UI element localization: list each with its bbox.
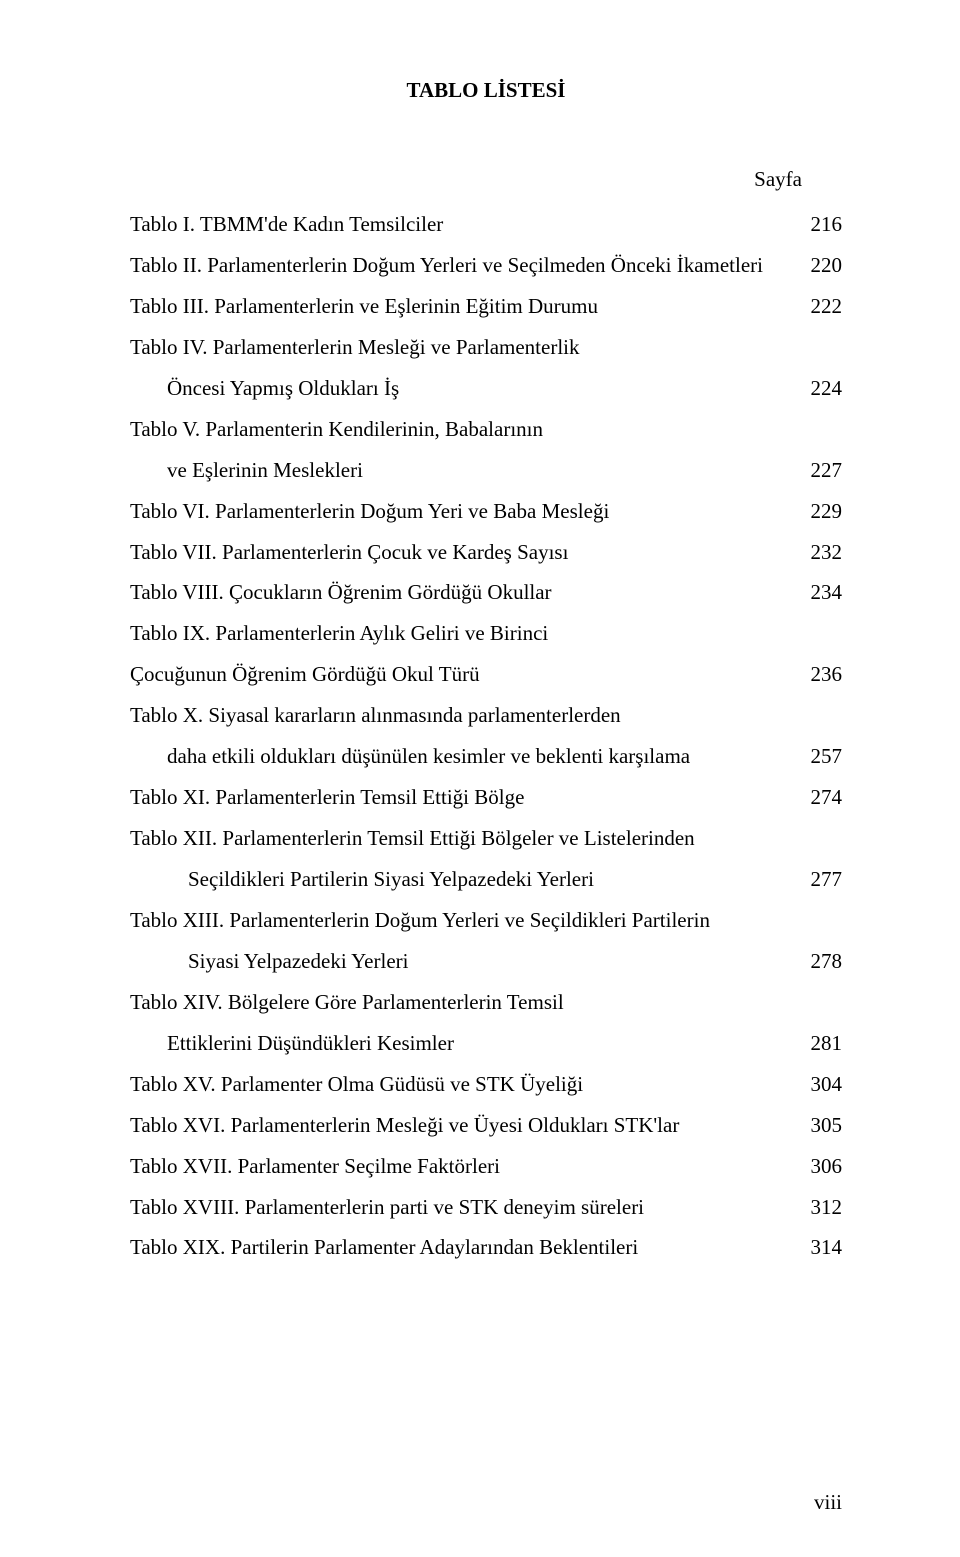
document-page: TABLO LİSTESİ Sayfa Tablo I. TBMM'de Kad… <box>0 0 960 1268</box>
entry-page-number: 277 <box>790 859 842 900</box>
list-item: Tablo VI. Parlamenterlerin Doğum Yeri ve… <box>130 491 842 532</box>
list-item: Tablo V. Parlamenterin Kendilerinin, Bab… <box>130 409 842 450</box>
list-item: Tablo XIV. Bölgelere Göre Parlamenterler… <box>130 982 842 1023</box>
list-item: Çocuğunun Öğrenim Gördüğü Okul Türü236 <box>130 654 842 695</box>
entry-label: Tablo XVIII. Parlamenterlerin parti ve S… <box>130 1187 790 1228</box>
entry-page-number: 229 <box>790 491 842 532</box>
entry-label: Tablo VII. Parlamenterlerin Çocuk ve Kar… <box>130 532 790 573</box>
list-item: Tablo XIII. Parlamenterlerin Doğum Yerle… <box>130 900 842 941</box>
entry-label: Tablo II. Parlamenterlerin Doğum Yerleri… <box>130 245 790 286</box>
list-item: Seçildikleri Partilerin Siyasi Yelpazede… <box>130 859 842 900</box>
entry-label: Tablo IV. Parlamenterlerin Mesleği ve Pa… <box>130 327 790 368</box>
entry-label: daha etkili oldukları düşünülen kesimler… <box>130 736 790 777</box>
page-title: TABLO LİSTESİ <box>130 78 842 103</box>
entry-page-number: 304 <box>790 1064 842 1105</box>
entry-label: Tablo XI. Parlamenterlerin Temsil Ettiği… <box>130 777 790 818</box>
list-item: Tablo XVIII. Parlamenterlerin parti ve S… <box>130 1187 842 1228</box>
entry-label: Tablo XIV. Bölgelere Göre Parlamenterler… <box>130 982 790 1023</box>
entry-label: Tablo XIII. Parlamenterlerin Doğum Yerle… <box>130 900 790 941</box>
list-item: Tablo VIII. Çocukların Öğrenim Gördüğü O… <box>130 572 842 613</box>
list-item: Tablo X. Siyasal kararların alınmasında … <box>130 695 842 736</box>
entry-label: Tablo VIII. Çocukların Öğrenim Gördüğü O… <box>130 572 790 613</box>
list-item: Tablo XVII. Parlamenter Seçilme Faktörle… <box>130 1146 842 1187</box>
list-item: Tablo XI. Parlamenterlerin Temsil Ettiği… <box>130 777 842 818</box>
list-item: Tablo IX. Parlamenterlerin Aylık Geliri … <box>130 613 842 654</box>
entry-label: Tablo XV. Parlamenter Olma Güdüsü ve STK… <box>130 1064 790 1105</box>
entry-label: Ettiklerini Düşündükleri Kesimler <box>130 1023 790 1064</box>
list-item: Öncesi Yapmış Oldukları İş224 <box>130 368 842 409</box>
list-item: Tablo IV. Parlamenterlerin Mesleği ve Pa… <box>130 327 842 368</box>
entry-label: Çocuğunun Öğrenim Gördüğü Okul Türü <box>130 654 790 695</box>
entry-label: Tablo IX. Parlamenterlerin Aylık Geliri … <box>130 613 790 654</box>
entry-page-number: 281 <box>790 1023 842 1064</box>
list-item: Tablo XVI. Parlamenterlerin Mesleği ve Ü… <box>130 1105 842 1146</box>
entry-page-number: 220 <box>790 245 842 286</box>
entry-page-number: 306 <box>790 1146 842 1187</box>
entry-label: Tablo III. Parlamenterlerin ve Eşlerinin… <box>130 286 790 327</box>
entry-page-number: 216 <box>790 204 842 245</box>
entry-label: Tablo VI. Parlamenterlerin Doğum Yeri ve… <box>130 491 790 532</box>
entry-page-number: 236 <box>790 654 842 695</box>
entry-label: Seçildikleri Partilerin Siyasi Yelpazede… <box>130 859 790 900</box>
list-item: Tablo II. Parlamenterlerin Doğum Yerleri… <box>130 245 842 286</box>
entry-page-number: 232 <box>790 532 842 573</box>
list-item: Tablo XV. Parlamenter Olma Güdüsü ve STK… <box>130 1064 842 1105</box>
entry-label: Öncesi Yapmış Oldukları İş <box>130 368 790 409</box>
entry-page-number: 257 <box>790 736 842 777</box>
entry-label: Tablo XVII. Parlamenter Seçilme Faktörle… <box>130 1146 790 1187</box>
entry-page-number: 222 <box>790 286 842 327</box>
list-item: Tablo I. TBMM'de Kadın Temsilciler216 <box>130 204 842 245</box>
list-item: Ettiklerini Düşündükleri Kesimler281 <box>130 1023 842 1064</box>
list-item: daha etkili oldukları düşünülen kesimler… <box>130 736 842 777</box>
entry-page-number: 312 <box>790 1187 842 1228</box>
entry-label: Tablo XIX. Partilerin Parlamenter Adayla… <box>130 1227 790 1268</box>
entry-label: Tablo X. Siyasal kararların alınmasında … <box>130 695 790 736</box>
list-item: Siyasi Yelpazedeki Yerleri278 <box>130 941 842 982</box>
entry-label: Tablo V. Parlamenterin Kendilerinin, Bab… <box>130 409 790 450</box>
entry-page-number: 274 <box>790 777 842 818</box>
entry-label: Tablo I. TBMM'de Kadın Temsilciler <box>130 204 790 245</box>
entry-page-number: 234 <box>790 572 842 613</box>
entry-page-number: 224 <box>790 368 842 409</box>
entry-page-number: 314 <box>790 1227 842 1268</box>
list-item: ve Eşlerinin Meslekleri227 <box>130 450 842 491</box>
entry-page-number: 227 <box>790 450 842 491</box>
list-item: Tablo III. Parlamenterlerin ve Eşlerinin… <box>130 286 842 327</box>
entry-label: Siyasi Yelpazedeki Yerleri <box>130 941 790 982</box>
entry-label: ve Eşlerinin Meslekleri <box>130 450 790 491</box>
entry-page-number: 278 <box>790 941 842 982</box>
list-item: Tablo VII. Parlamenterlerin Çocuk ve Kar… <box>130 532 842 573</box>
entry-label: Tablo XII. Parlamenterlerin Temsil Ettiğ… <box>130 818 790 859</box>
page-number: viii <box>814 1490 842 1515</box>
table-of-tables-list: Tablo I. TBMM'de Kadın Temsilciler216Tab… <box>130 204 842 1268</box>
list-item: Tablo XII. Parlamenterlerin Temsil Ettiğ… <box>130 818 842 859</box>
entry-label: Tablo XVI. Parlamenterlerin Mesleği ve Ü… <box>130 1105 790 1146</box>
entry-page-number: 305 <box>790 1105 842 1146</box>
list-item: Tablo XIX. Partilerin Parlamenter Adayla… <box>130 1227 842 1268</box>
column-header-page: Sayfa <box>130 167 842 192</box>
